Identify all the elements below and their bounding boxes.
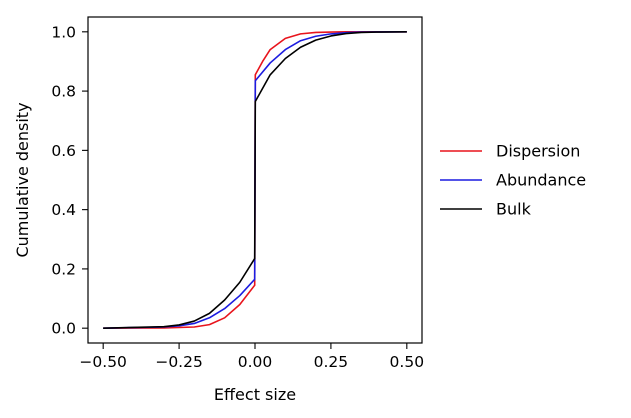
y-tick-label: 1.0 <box>51 23 76 41</box>
legend-label-bulk: Bulk <box>496 200 532 219</box>
legend-label-dispersion: Dispersion <box>496 142 580 161</box>
y-axis-label: Cumulative density <box>13 102 32 257</box>
x-tick-label: −0.25 <box>155 353 203 371</box>
x-axis-label: Effect size <box>214 385 296 404</box>
y-tick-label: 0.0 <box>51 320 76 338</box>
x-tick-label: 0.50 <box>390 353 425 371</box>
y-tick-label: 0.4 <box>51 201 76 219</box>
x-tick-label: −0.50 <box>79 353 127 371</box>
legend-label-abundance: Abundance <box>496 171 586 190</box>
legend: Dispersion Abundance Bulk <box>440 142 586 219</box>
y-tick-label: 0.2 <box>51 260 76 278</box>
x-tick-label: 0.00 <box>238 353 273 371</box>
y-axis-ticks: 0.0 0.2 0.4 0.6 0.8 1.0 <box>51 23 88 338</box>
series-line-bulk <box>103 31 407 329</box>
series-line-abundance <box>103 31 407 329</box>
y-tick-label: 0.8 <box>51 83 76 101</box>
x-axis-ticks: −0.50 −0.25 0.00 0.25 0.50 <box>79 343 424 371</box>
y-tick-label: 0.6 <box>51 142 76 160</box>
plot-layer <box>103 31 407 329</box>
series-line-dispersion <box>103 31 407 329</box>
x-tick-label: 0.25 <box>314 353 349 371</box>
